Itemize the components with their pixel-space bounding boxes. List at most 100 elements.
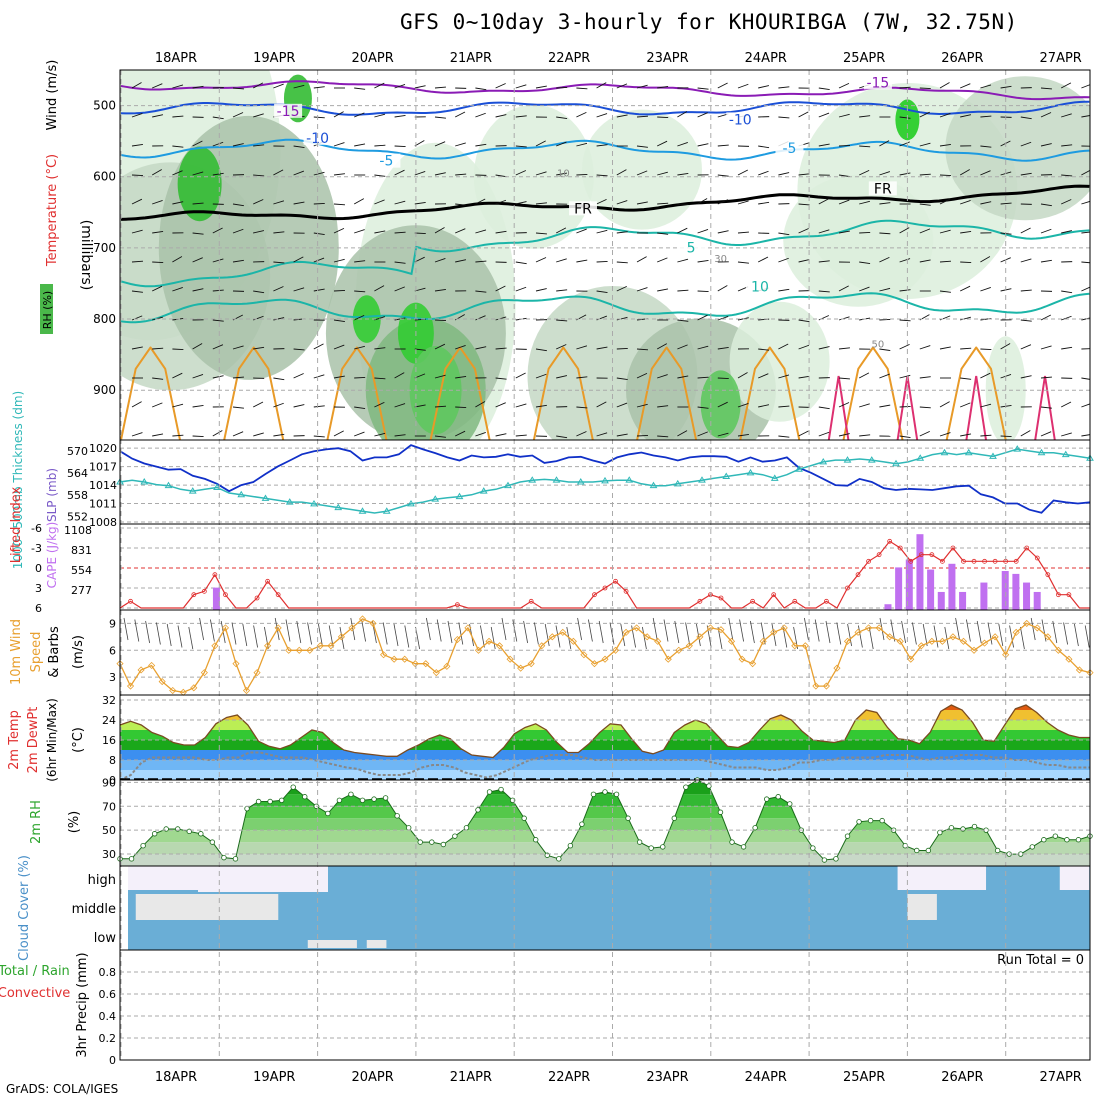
rh-marker <box>821 857 828 863</box>
surface-wind-barb <box>1041 619 1047 642</box>
wind-barb <box>535 171 547 176</box>
rh-marker <box>1064 837 1070 843</box>
ylabel-rhpct: (%) <box>67 811 82 834</box>
cloud-row-label: high <box>88 873 116 888</box>
wind-barb <box>737 169 749 176</box>
wind-barb <box>818 229 830 234</box>
wind-barb <box>919 430 930 437</box>
wind-barb <box>717 199 729 205</box>
surface-wind-barb <box>1084 625 1090 648</box>
wind-barb <box>455 376 467 379</box>
wind-barb <box>333 227 345 234</box>
wind-barb <box>293 373 304 379</box>
wind-barb <box>556 116 568 119</box>
y-tick-cape: 554 <box>71 564 92 577</box>
isotherm-15 <box>223 346 285 440</box>
wind-barb <box>414 202 426 205</box>
wind-barb <box>475 143 487 147</box>
wind-speed-marker <box>527 660 535 668</box>
wind-barb <box>152 114 164 118</box>
lifted-index-marker <box>792 598 798 604</box>
rh-marker <box>255 798 262 805</box>
thickness-marker <box>964 448 973 456</box>
wind-barb <box>374 432 386 437</box>
lifted-index-marker <box>592 592 597 598</box>
wind-barb <box>960 377 972 380</box>
temp-band <box>120 770 1090 780</box>
wind-barb <box>495 347 507 350</box>
wind-barb <box>475 401 486 408</box>
contour-label-bg <box>372 153 401 168</box>
isotherm-15 <box>945 346 1007 440</box>
lifted-index-marker <box>254 595 260 601</box>
wind-barb <box>838 433 850 437</box>
wind-barb <box>354 87 366 90</box>
day-label-bottom: 23APR <box>646 1070 688 1085</box>
wind-barb <box>515 372 526 379</box>
wind-barb <box>354 406 366 409</box>
day-label-bottom: 18APR <box>155 1070 197 1085</box>
wind-barb <box>232 143 244 147</box>
y-tick-temp: 0 <box>109 774 116 787</box>
wind-barb <box>273 200 285 205</box>
wind-barb <box>1040 228 1052 234</box>
wind-barb <box>434 374 446 379</box>
cape-bar <box>959 591 967 610</box>
day-label-top: 24APR <box>745 51 787 66</box>
wind-barb <box>434 343 446 350</box>
isotherm-15 <box>120 346 181 440</box>
wind-barb <box>798 344 810 350</box>
wind-speed-marker <box>443 662 451 670</box>
lifted-index-marker <box>212 572 218 578</box>
wind-barb <box>151 169 162 176</box>
wind-barb <box>1061 315 1072 321</box>
contour-label: -15 <box>277 104 300 120</box>
wind-barb <box>313 288 325 292</box>
wind-barb <box>374 82 385 89</box>
wind-speed-marker <box>211 642 219 650</box>
wind-barb <box>394 83 406 89</box>
thickness-marker <box>746 468 755 476</box>
wind-barb <box>515 434 527 437</box>
wind-barb <box>252 401 264 408</box>
thickness-marker <box>188 487 197 494</box>
wind-barb <box>354 260 366 263</box>
wind-speed-marker <box>242 686 251 695</box>
y-tick-pressure: 700 <box>93 241 116 255</box>
rh-marker <box>1041 837 1047 843</box>
wind-speed-marker <box>485 637 493 645</box>
wind-barb <box>899 319 911 322</box>
rh-marker <box>140 842 146 849</box>
rh-marker <box>302 794 308 800</box>
wind-barb <box>495 316 507 321</box>
wind-barb <box>677 319 689 322</box>
wind-barb <box>778 86 790 89</box>
cloud-row-label: low <box>94 931 117 946</box>
surface-wind-barb <box>231 622 237 645</box>
wind-barb <box>434 435 446 438</box>
wind-barb <box>394 261 406 264</box>
rh-marker <box>382 795 389 801</box>
wind-barb <box>535 404 547 408</box>
surface-wind-barb <box>458 622 464 645</box>
wind-barb <box>192 257 203 263</box>
wind-barb <box>919 173 931 176</box>
wind-barb <box>374 174 386 177</box>
contour-label: FR <box>574 201 592 217</box>
y-tick-pressure: 800 <box>93 312 116 326</box>
wind-speed-marker <box>727 637 736 645</box>
wind-barb <box>131 229 143 234</box>
surface-wind-barb <box>123 617 129 641</box>
rh-marker <box>937 829 943 836</box>
wind-barb <box>333 258 345 263</box>
y-tick-precip: 0.8 <box>99 966 117 979</box>
wind-barb <box>778 257 789 263</box>
wind-barb <box>232 259 244 263</box>
y-tick-slp: 1020 <box>89 442 117 455</box>
surface-wind-barb <box>210 619 215 642</box>
wind-barb <box>818 260 830 263</box>
rh-marker <box>660 844 666 850</box>
contour-label-bg <box>745 279 774 294</box>
ylabel-rh2m: 2m RH <box>29 800 44 844</box>
thickness-marker <box>1013 445 1022 452</box>
